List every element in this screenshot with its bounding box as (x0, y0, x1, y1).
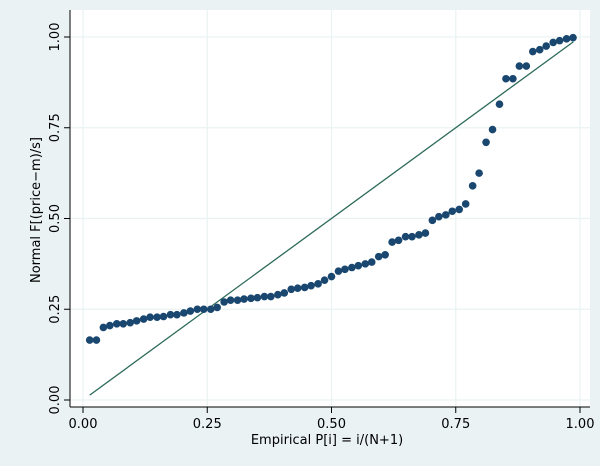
x-axis-title: Empirical P[i] = i/(N+1) (251, 433, 403, 448)
y-tick-label: 0.75 (48, 113, 63, 142)
y-tick-label: 0.25 (48, 295, 63, 324)
data-point (146, 313, 154, 322)
data-point (260, 292, 269, 301)
plot-area (70, 10, 590, 407)
data-point (220, 298, 228, 306)
data-point (106, 321, 114, 330)
data-point (522, 62, 531, 70)
data-point (180, 309, 188, 317)
x-axis: 0.00 0.25 0.50 0.75 1.00 (69, 406, 595, 432)
data-point (388, 238, 396, 246)
y-tick-label: 1.00 (48, 23, 63, 52)
data-point (119, 319, 128, 328)
data-point (515, 62, 524, 70)
data-point (461, 200, 470, 208)
data-point (408, 232, 416, 241)
data-point (253, 293, 262, 302)
data-point (226, 296, 235, 304)
data-point (535, 45, 544, 54)
data-point (300, 283, 309, 292)
data-point (495, 100, 504, 108)
data-point (99, 323, 108, 332)
x-tick-label: 0.50 (317, 417, 346, 432)
data-point (320, 276, 329, 285)
y-axis: 0.00 0.25 0.50 0.75 1.00 (48, 10, 71, 415)
data-point (354, 261, 363, 270)
data-point (569, 33, 577, 42)
data-point (280, 289, 289, 297)
data-point (334, 267, 343, 275)
y-axis-title: Normal F[(price−m)/s] (29, 137, 44, 283)
data-point (428, 216, 437, 225)
data-point (509, 74, 517, 83)
data-point (361, 260, 370, 268)
data-point (421, 229, 430, 237)
data-point (374, 252, 383, 261)
data-point (341, 265, 349, 274)
y-tick-label: 0.50 (48, 204, 63, 233)
data-point (126, 318, 135, 327)
x-tick-label: 0.25 (193, 417, 222, 432)
data-point (186, 307, 195, 315)
data-point (542, 42, 551, 50)
data-point (206, 305, 215, 314)
data-point (488, 125, 497, 134)
data-point (435, 212, 443, 221)
data-point (293, 284, 302, 292)
data-point (85, 336, 94, 344)
data-point (112, 319, 121, 328)
data-point (287, 285, 296, 294)
data-point (166, 310, 175, 319)
data-point (448, 207, 457, 216)
data-point (159, 312, 168, 321)
data-point (199, 305, 208, 314)
x-tick-label: 0.00 (69, 417, 98, 432)
x-tick-label: 0.75 (441, 417, 470, 432)
data-point (348, 263, 356, 272)
data-point (173, 310, 181, 319)
data-point (401, 232, 410, 241)
y-tick-label: 0.00 (48, 386, 63, 415)
data-point (549, 38, 557, 47)
data-point (274, 290, 282, 299)
data-point (442, 211, 450, 219)
x-tick-label: 1.00 (566, 417, 595, 432)
data-point (367, 258, 376, 266)
data-point (482, 138, 490, 147)
data-point (475, 169, 483, 177)
data-point (233, 296, 242, 304)
data-point (455, 205, 464, 214)
data-point (132, 317, 141, 325)
data-point (555, 36, 564, 45)
data-point (415, 231, 423, 239)
reference-line (89, 41, 574, 396)
data-point (92, 336, 101, 344)
data-point (213, 303, 221, 312)
data-point (314, 280, 322, 288)
data-point (267, 292, 275, 301)
data-point (394, 236, 403, 245)
data-point (528, 47, 537, 56)
data-point (139, 315, 148, 323)
data-point (381, 251, 389, 259)
data-point (240, 295, 248, 303)
data-points (85, 33, 577, 344)
data-point (153, 313, 161, 322)
data-point (327, 272, 336, 281)
data-point (562, 35, 571, 43)
data-point (502, 74, 510, 83)
grid-lines (70, 10, 590, 407)
data-point (307, 281, 315, 290)
data-point (468, 182, 477, 190)
reference-line-group (89, 41, 574, 396)
data-point (193, 305, 202, 314)
data-point (247, 294, 255, 303)
